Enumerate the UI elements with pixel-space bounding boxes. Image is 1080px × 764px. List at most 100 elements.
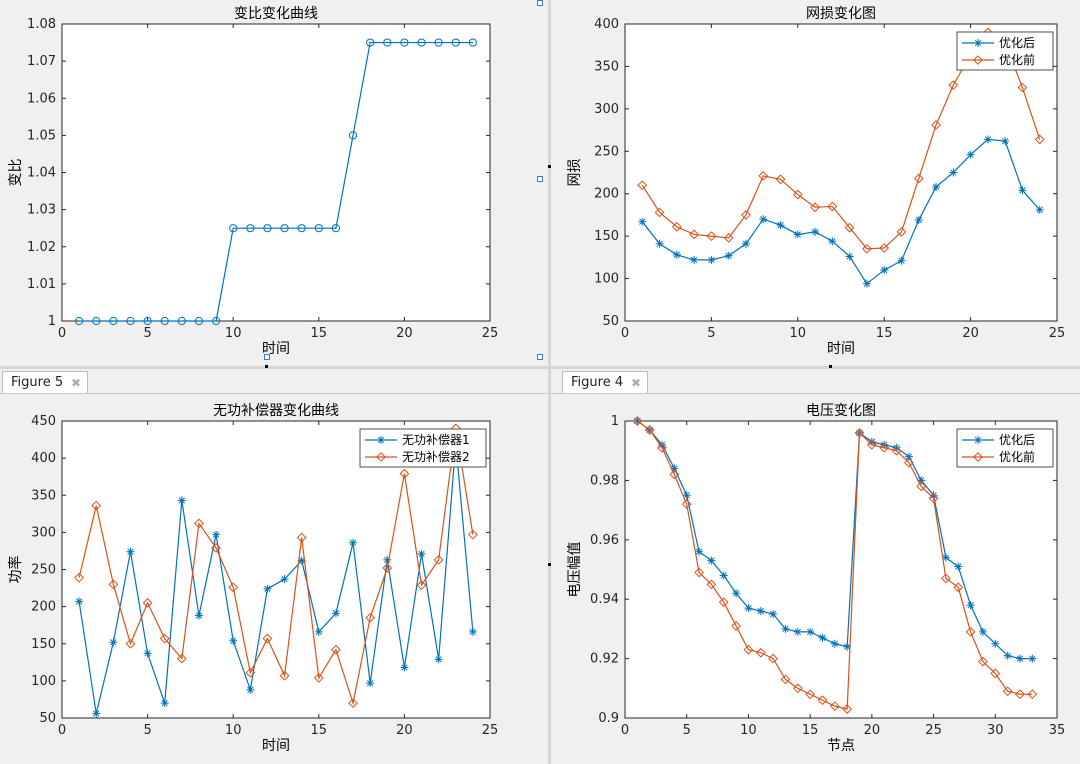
- data-point: [109, 316, 118, 326]
- data-series: [638, 135, 1044, 288]
- data-point: [768, 653, 779, 664]
- y-tick-label: 100: [31, 674, 56, 689]
- data-point: [212, 530, 221, 539]
- close-icon[interactable]: ✖: [70, 376, 81, 390]
- x-tick-label: 20: [864, 723, 881, 738]
- data-point: [160, 316, 169, 326]
- data-point: [348, 698, 358, 709]
- data-point: [941, 573, 951, 584]
- data-series: [632, 416, 1038, 714]
- tab-figure-4[interactable]: Figure 4 ✖: [562, 371, 648, 393]
- x-tick-label: 20: [962, 326, 979, 341]
- data-point: [965, 626, 976, 637]
- y-tick-label: 300: [31, 525, 56, 540]
- data-point: [669, 469, 680, 480]
- data-point: [228, 582, 239, 593]
- dock-handle-icon[interactable]: [537, 354, 543, 360]
- data-point: [177, 316, 186, 326]
- data-point: [451, 38, 460, 47]
- data-point: [775, 174, 786, 185]
- data-point: [769, 610, 778, 619]
- data-point: [743, 644, 754, 655]
- data-point: [718, 597, 729, 608]
- chart-ratio[interactable]: 0 5 10 15 20 25 1 1.01 1.02 1.03 1.04 1.05 1.06 1.07 1…: [0, 0, 548, 366]
- y-tick-label: 0.94: [590, 592, 619, 607]
- data-point: [741, 239, 750, 248]
- y-tick-label: 1.05: [27, 128, 56, 143]
- data-point: [468, 627, 477, 636]
- data-point: [262, 633, 273, 644]
- chart-network-loss[interactable]: 0 5 10 15 20 25 50 100 150 200 250 300 350 400 网损变化图时间…: [551, 0, 1080, 366]
- data-point: [706, 579, 717, 590]
- data-point: [880, 266, 889, 275]
- data-point: [263, 224, 272, 233]
- data-point: [974, 39, 982, 47]
- data-point: [844, 222, 855, 233]
- data-point: [978, 627, 987, 636]
- tab-figure-5[interactable]: Figure 5 ✖: [2, 371, 88, 393]
- y-tick-label: 350: [31, 488, 56, 503]
- y-tick-label: 50: [602, 314, 619, 329]
- close-icon[interactable]: ✖: [630, 376, 641, 390]
- data-point: [724, 251, 733, 260]
- x-axis-label: 时间: [262, 341, 290, 357]
- data-point: [1017, 82, 1028, 93]
- vertical-splitter[interactable]: [548, 0, 551, 764]
- legend-label: 优化前: [999, 449, 1035, 464]
- data-point: [280, 224, 289, 233]
- x-tick-label: 20: [396, 326, 413, 341]
- chart-voltage[interactable]: 0 5 10 15 20 25 30 35 0.9 0.92 0.94 0.96 0.98 1 电压变化图节…: [551, 393, 1080, 764]
- dock-handle-icon[interactable]: [264, 354, 270, 360]
- y-tick-label: 400: [594, 17, 619, 32]
- data-point: [382, 563, 393, 573]
- y-tick-label: 0.98: [590, 473, 619, 488]
- series-line: [636, 420, 1033, 710]
- data-point: [1001, 137, 1010, 146]
- data-point: [948, 80, 959, 91]
- x-tick-label: 10: [790, 326, 807, 341]
- y-tick-label: 0.92: [590, 652, 619, 667]
- data-point: [689, 229, 700, 240]
- data-point: [966, 601, 975, 610]
- data-point: [467, 529, 478, 540]
- data-point: [1027, 689, 1038, 700]
- data-point: [331, 224, 341, 233]
- data-point: [246, 685, 255, 694]
- data-point: [792, 189, 803, 200]
- data-point: [416, 580, 427, 590]
- data-point: [126, 316, 135, 326]
- data-point: [434, 655, 443, 664]
- data-point: [744, 604, 753, 613]
- x-tick-label: 0: [58, 326, 66, 341]
- x-axis-label: 节点: [827, 738, 855, 754]
- y-tick-label: 400: [31, 451, 56, 466]
- data-point: [941, 553, 950, 562]
- plot-area: [624, 23, 1058, 322]
- x-tick-label: 15: [311, 723, 328, 738]
- data-point: [1034, 134, 1045, 145]
- data-point: [828, 237, 837, 246]
- y-tick-label: 350: [594, 59, 619, 74]
- horizontal-splitter[interactable]: [0, 366, 1080, 369]
- x-axis-label: 时间: [262, 738, 290, 754]
- chart-reactive-compensator[interactable]: 0 5 10 15 20 25 50 100 150 200 250 300 350 400 450 无功补偿…: [0, 393, 548, 764]
- dock-handle-icon[interactable]: [537, 176, 543, 182]
- x-tick-label: 0: [621, 723, 629, 738]
- data-point: [792, 683, 803, 694]
- data-point: [246, 224, 255, 233]
- data-point: [400, 38, 409, 47]
- data-point: [862, 279, 871, 288]
- series-line: [79, 41, 473, 322]
- plot-area: [624, 420, 1058, 719]
- data-point: [731, 621, 741, 631]
- data-point: [377, 436, 385, 444]
- data-point: [349, 538, 358, 547]
- data-point: [928, 493, 939, 504]
- data-point: [366, 38, 375, 47]
- y-axis-label: 电压幅值: [567, 542, 583, 598]
- resize-dot-icon: [829, 365, 832, 368]
- data-point: [897, 256, 906, 265]
- data-point: [978, 656, 988, 667]
- data-point: [954, 562, 963, 571]
- dock-handle-icon[interactable]: [537, 0, 543, 6]
